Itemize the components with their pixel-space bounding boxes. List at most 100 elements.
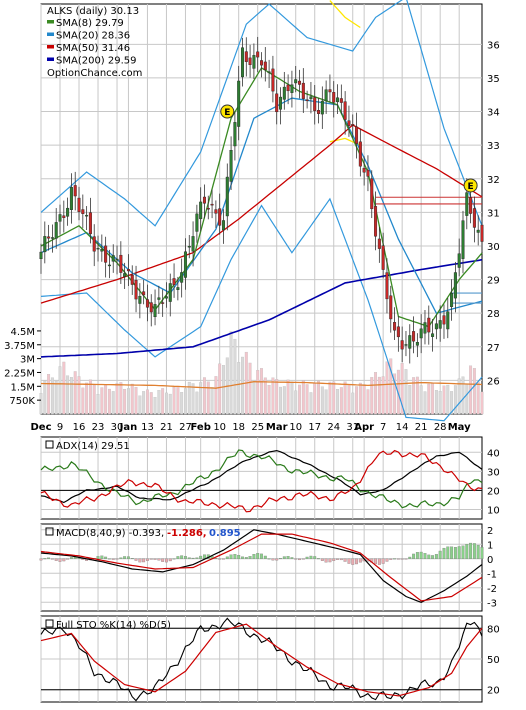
- macd-histogram-bar: [58, 558, 62, 562]
- macd-histogram-bar: [187, 557, 191, 559]
- candle-body: [149, 302, 153, 313]
- candle-body: [123, 273, 127, 277]
- adx-legend-swatch: [45, 440, 54, 449]
- macd-histogram-bar: [476, 545, 480, 559]
- volume-bar: [191, 383, 195, 415]
- volume-bar: [423, 391, 427, 415]
- x-tick-label: 21: [415, 422, 428, 433]
- x-tick-label: 13: [141, 422, 154, 433]
- candle-body: [248, 57, 252, 65]
- volume-bar: [381, 376, 385, 415]
- candle-body: [453, 272, 457, 299]
- volume-bar: [199, 382, 203, 415]
- volume-bar: [260, 368, 263, 415]
- candle-body: [107, 264, 111, 267]
- volume-bar: [195, 391, 199, 415]
- macd-histogram-bar: [423, 553, 427, 559]
- macd-histogram-bar: [69, 557, 73, 559]
- candle-body: [332, 92, 336, 103]
- candle-body: [77, 197, 81, 212]
- volume-bar: [54, 380, 58, 415]
- adx-tick-label: 20: [487, 486, 500, 497]
- macd-histogram-bar: [309, 555, 313, 559]
- sma200-line: [40, 258, 483, 358]
- macd-histogram-bar: [400, 558, 404, 560]
- volume-bar: [290, 381, 294, 415]
- candle-body: [202, 196, 206, 204]
- volume-bar: [476, 381, 480, 415]
- candle-body: [187, 246, 191, 248]
- legend-swatch: [47, 32, 54, 36]
- macd-histogram-bar: [256, 553, 260, 559]
- macd-histogram-bar: [176, 556, 180, 559]
- sto-tick-label: 80: [487, 624, 500, 635]
- volume-bar: [332, 381, 336, 415]
- sto-k-line: [40, 617, 483, 702]
- macd-histogram-bar: [157, 558, 161, 561]
- macd-histogram-bar: [241, 556, 244, 559]
- sto-title: Full STO %K(14) %D(5): [56, 620, 171, 631]
- volume-bar: [145, 389, 149, 415]
- volume-bar: [358, 382, 362, 415]
- volume-bar: [168, 393, 172, 415]
- candle-body: [324, 89, 328, 102]
- volume-bar: [366, 389, 370, 415]
- x-tick-label: 9: [57, 422, 63, 433]
- macd-histogram-bar: [62, 558, 66, 562]
- legend-label: SMA(8) 29.79: [56, 18, 124, 29]
- macd-histogram-bar: [263, 555, 267, 559]
- volume-bar: [404, 369, 408, 415]
- macd-histogram-bar: [248, 556, 252, 559]
- candle-body: [374, 206, 378, 237]
- candle-body: [442, 315, 446, 325]
- minus_di-line: [40, 449, 483, 513]
- x-tick-label: Dec: [30, 422, 51, 433]
- candle-body: [142, 291, 146, 296]
- volume-bar: [69, 377, 73, 415]
- macd-histogram-bar: [149, 558, 153, 560]
- legend-label: SMA(20) 28.36: [56, 31, 130, 42]
- price-tick-label: 35: [487, 74, 500, 85]
- macd-histogram-bar: [446, 546, 450, 559]
- candle-body: [218, 208, 222, 226]
- macd-tick-label: -3: [487, 598, 497, 609]
- candle-body: [111, 255, 115, 262]
- volume-bar: [351, 392, 355, 415]
- sto-tick-label: 20: [487, 686, 500, 697]
- earnings-marker: [220, 104, 235, 119]
- volume-bar: [324, 389, 328, 415]
- volume-bar: [39, 393, 43, 415]
- candle-body: [294, 79, 298, 84]
- macd-histogram-bar: [134, 558, 138, 561]
- earnings-marker: [463, 178, 478, 193]
- x-tick-label: 23: [92, 422, 105, 433]
- macd-histogram-bar: [195, 557, 199, 559]
- candle-body: [47, 236, 51, 239]
- macd-histogram-bar: [115, 558, 119, 560]
- candle-body: [54, 222, 58, 239]
- candle-body: [119, 254, 123, 273]
- macd-histogram-value: 0.895: [209, 528, 241, 539]
- x-tick-label: 10: [213, 422, 226, 433]
- volume-bar: [229, 331, 233, 415]
- volume-bar: [377, 376, 381, 415]
- macd-histogram-bar: [442, 547, 446, 559]
- volume-bar: [237, 362, 241, 415]
- volume-bar: [472, 368, 476, 415]
- candle-body: [461, 220, 465, 259]
- macd-signal-line: [40, 533, 483, 602]
- volume-bar: [355, 386, 358, 415]
- volume-bar: [328, 381, 332, 415]
- macd-histogram-bar: [184, 556, 187, 559]
- macd-histogram-bar: [324, 558, 328, 563]
- candle-body: [457, 253, 461, 268]
- volume-bar: [389, 358, 393, 415]
- candle-body: [104, 245, 108, 263]
- candle-body: [472, 208, 476, 228]
- macd-histogram-bar: [290, 557, 294, 559]
- macd-histogram-bar: [305, 556, 309, 559]
- candle-body: [336, 97, 340, 103]
- volume-bar: [233, 338, 237, 415]
- volume-bar: [157, 390, 161, 415]
- candle-body: [221, 220, 225, 231]
